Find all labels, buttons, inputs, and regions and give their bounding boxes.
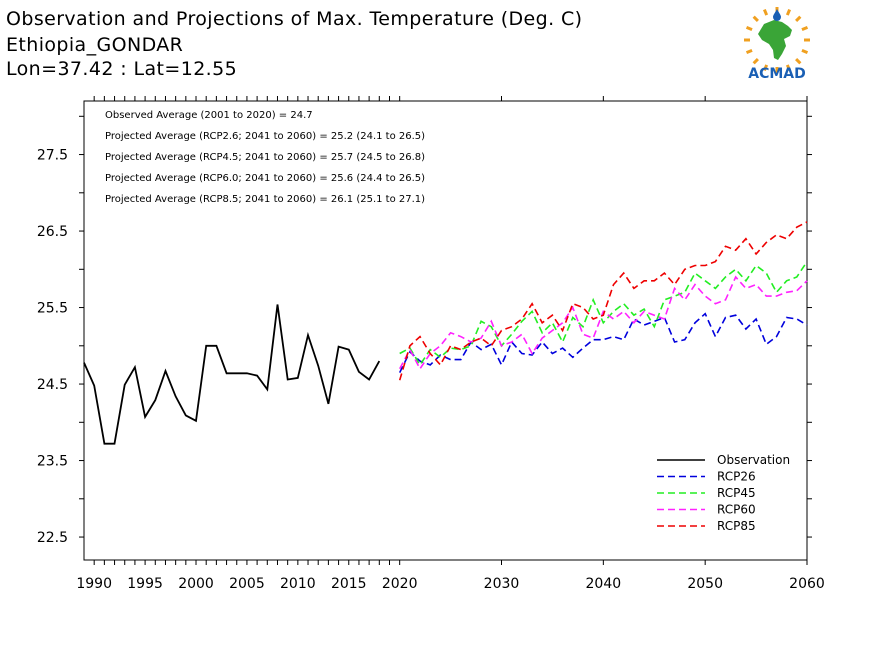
y-tick-label: 27.5 xyxy=(37,148,68,164)
series-line-rcp85 xyxy=(398,221,808,381)
logo-ray xyxy=(801,48,809,55)
x-tick-label: 2005 xyxy=(229,576,265,592)
logo-ray xyxy=(795,58,802,65)
logo-ray xyxy=(752,58,759,65)
stats-annotation: Projected Average (RCP2.6; 2041 to 2060)… xyxy=(105,131,425,142)
legend-label-observation: Observation xyxy=(717,453,790,467)
chart-title: Observation and Projections of Max. Temp… xyxy=(6,8,583,30)
logo-ray xyxy=(785,64,792,72)
coordinates: Lon=37.42 : Lat=12.55 xyxy=(6,58,238,80)
x-tick-label: 2015 xyxy=(331,576,367,592)
series-line-rcp60 xyxy=(398,275,808,371)
y-tick-label: 25.5 xyxy=(37,301,68,317)
series-line-rcp45 xyxy=(399,261,808,367)
logo-ray xyxy=(762,64,769,72)
legend-label-rcp60: RCP60 xyxy=(717,503,756,517)
logo-ray xyxy=(785,8,792,16)
x-tick-label: 1990 xyxy=(76,576,112,592)
plot-frame xyxy=(83,100,808,561)
y-tick-label: 26.5 xyxy=(37,224,68,240)
legend-label-rcp26: RCP26 xyxy=(717,470,756,484)
x-tick-label: 2000 xyxy=(178,576,214,592)
logo-ray xyxy=(762,8,769,16)
acmad-logo: ACMAD xyxy=(744,7,810,82)
water-drop-icon xyxy=(773,9,781,21)
location-name: Ethiopia_GONDAR xyxy=(6,34,184,56)
stats-annotation: Projected Average (RCP6.0; 2041 to 2060)… xyxy=(105,173,425,184)
x-tick-label: 2060 xyxy=(789,576,825,592)
x-tick-label: 2030 xyxy=(484,576,520,592)
legend-label-rcp85: RCP85 xyxy=(717,519,756,533)
logo-ray xyxy=(801,25,809,32)
y-tick-label: 23.5 xyxy=(37,454,68,470)
x-tick-label: 2050 xyxy=(687,576,723,592)
stats-annotation: Observed Average (2001 to 2020) = 24.7 xyxy=(105,110,313,121)
x-tick-label: 2040 xyxy=(586,576,622,592)
logo-ray xyxy=(745,48,753,55)
logo-ray xyxy=(795,15,802,22)
stats-annotation: Projected Average (RCP8.5; 2041 to 2060)… xyxy=(105,194,425,205)
series-line-observation xyxy=(83,304,381,445)
x-tick-label: 1995 xyxy=(127,576,163,592)
x-tick-label: 2020 xyxy=(382,576,418,592)
series-line-rcp26 xyxy=(398,312,808,373)
stats-annotation: Projected Average (RCP4.5; 2041 to 2060)… xyxy=(105,152,425,163)
africa-shape-icon xyxy=(758,20,792,60)
x-tick-label: 2010 xyxy=(280,576,316,592)
logo-ray xyxy=(745,25,753,32)
logo-text: ACMAD xyxy=(748,66,806,82)
y-tick-label: 22.5 xyxy=(37,530,68,546)
y-tick-label: 24.5 xyxy=(37,377,68,393)
logo-ray xyxy=(752,15,759,22)
legend-label-rcp45: RCP45 xyxy=(717,486,756,500)
